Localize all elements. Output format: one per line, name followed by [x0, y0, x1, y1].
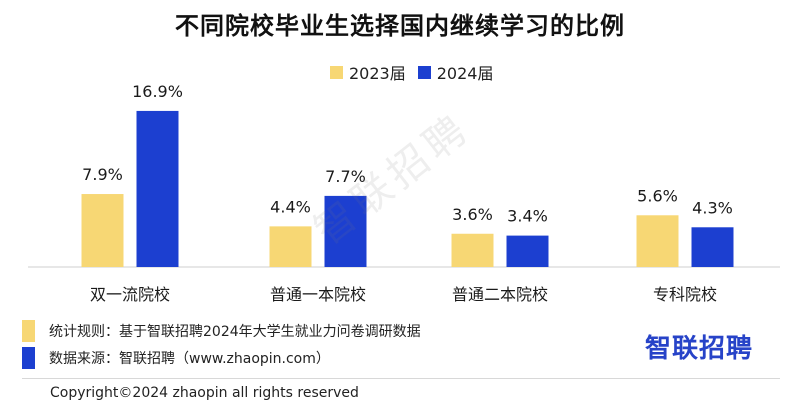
legend-label-2023: 2023届 [349, 64, 406, 83]
bar-2023-2 [451, 233, 494, 267]
bar-2024-1 [324, 195, 367, 267]
category-label-3: 专科院校 [653, 285, 717, 304]
data-label-2024-3: 4.3% [692, 198, 733, 217]
bar-2024-3 [691, 227, 734, 267]
rule-note-swatch [22, 320, 35, 342]
data-label-2023-1: 4.4% [270, 197, 311, 216]
bar-2023-0 [81, 194, 124, 267]
footer-divider [22, 378, 780, 379]
brand-logo-text: 智联招聘 [645, 334, 754, 364]
copyright-text: Copyright©2024 zhaopin all rights reserv… [50, 385, 359, 401]
legend-item-2024: 2024届 [417, 60, 494, 84]
bar-2023-3 [636, 215, 679, 267]
category-label-0: 双一流院校 [90, 285, 170, 304]
legend-swatch-2024 [417, 65, 431, 79]
data-label-2024-2: 3.4% [507, 207, 548, 226]
data-label-2024-0: 16.9% [132, 82, 183, 101]
bar-2023-1 [269, 226, 312, 267]
rule-note: 统计规则：基于智联招聘2024年大学生就业力问卷调研数据 [22, 320, 421, 342]
source-note-text: 数据来源：智联招聘（www.zhaopin.com） [49, 351, 330, 367]
bar-2024-2 [506, 235, 549, 267]
chart-legend: 2023届 2024届 [330, 60, 505, 84]
legend-swatch-2023 [330, 65, 343, 79]
data-label-2023-0: 7.9% [82, 165, 123, 184]
data-label-2023-3: 5.6% [637, 186, 678, 205]
category-label-1: 普通一本院校 [270, 285, 366, 304]
data-label-2024-1: 7.7% [325, 167, 366, 186]
source-note-swatch [22, 347, 35, 369]
legend-item-2023: 2023届 [330, 60, 406, 84]
rule-note-text: 统计规则：基于智联招聘2024年大学生就业力问卷调研数据 [49, 324, 421, 340]
source-note: 数据来源：智联招聘（www.zhaopin.com） [22, 347, 330, 369]
legend-label-2024: 2024届 [436, 64, 494, 83]
bar-2024-0 [136, 110, 179, 268]
category-label-2: 普通二本院校 [452, 285, 548, 304]
data-label-2023-2: 3.6% [452, 205, 493, 224]
chart-title: 不同院校毕业生选择国内继续学习的比例 [175, 12, 625, 40]
